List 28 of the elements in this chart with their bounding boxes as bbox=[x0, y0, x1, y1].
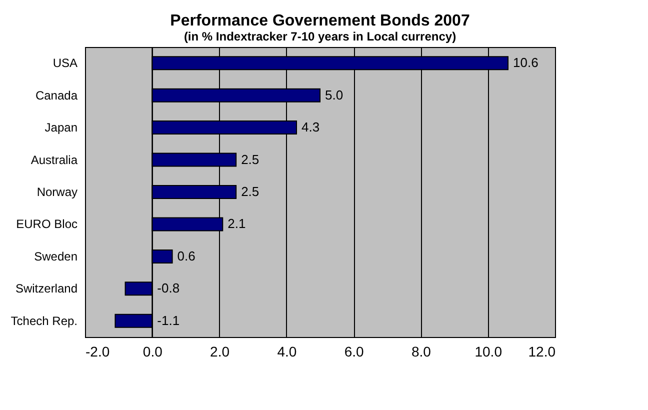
data-label: 2.5 bbox=[241, 152, 260, 167]
chart-title: Performance Governement Bonds 2007 bbox=[170, 12, 470, 30]
x-tick-label: 12.0 bbox=[528, 344, 556, 360]
x-tick-label: 0.0 bbox=[142, 344, 163, 360]
y-tick-label: Sweden bbox=[34, 249, 78, 264]
y-tick-label: Canada bbox=[35, 88, 78, 102]
y-tick-label: Japan bbox=[44, 120, 78, 135]
x-tick-label: -2.0 bbox=[86, 344, 110, 360]
y-tick-label: Australia bbox=[30, 152, 78, 167]
data-label: 4.3 bbox=[302, 120, 320, 135]
y-tick-label: Tchech Rep. bbox=[10, 314, 78, 328]
data-label: 2.5 bbox=[241, 184, 260, 199]
x-tick-label: 6.0 bbox=[344, 344, 364, 360]
y-tick-label: USA bbox=[52, 56, 78, 70]
chart-subtitle: (in % Indextracker 7-10 years in Local currency) bbox=[184, 30, 456, 44]
x-tick-label: 8.0 bbox=[411, 344, 432, 360]
data-label: -0.8 bbox=[157, 280, 180, 296]
data-label: 5.0 bbox=[325, 87, 344, 102]
x-tick-label: 2.0 bbox=[210, 344, 230, 360]
data-label: -1.1 bbox=[157, 312, 180, 328]
data-label: 0.6 bbox=[177, 248, 196, 264]
y-tick-label: EURO Bloc bbox=[16, 217, 78, 232]
x-tick-label: 4.0 bbox=[277, 344, 297, 360]
data-label: 10.6 bbox=[513, 55, 538, 70]
y-tick-label: Switzerland bbox=[15, 282, 78, 296]
data-label: 2.1 bbox=[228, 216, 246, 232]
x-tick-label: 10.0 bbox=[474, 344, 502, 360]
y-tick-label: Norway bbox=[36, 185, 78, 199]
